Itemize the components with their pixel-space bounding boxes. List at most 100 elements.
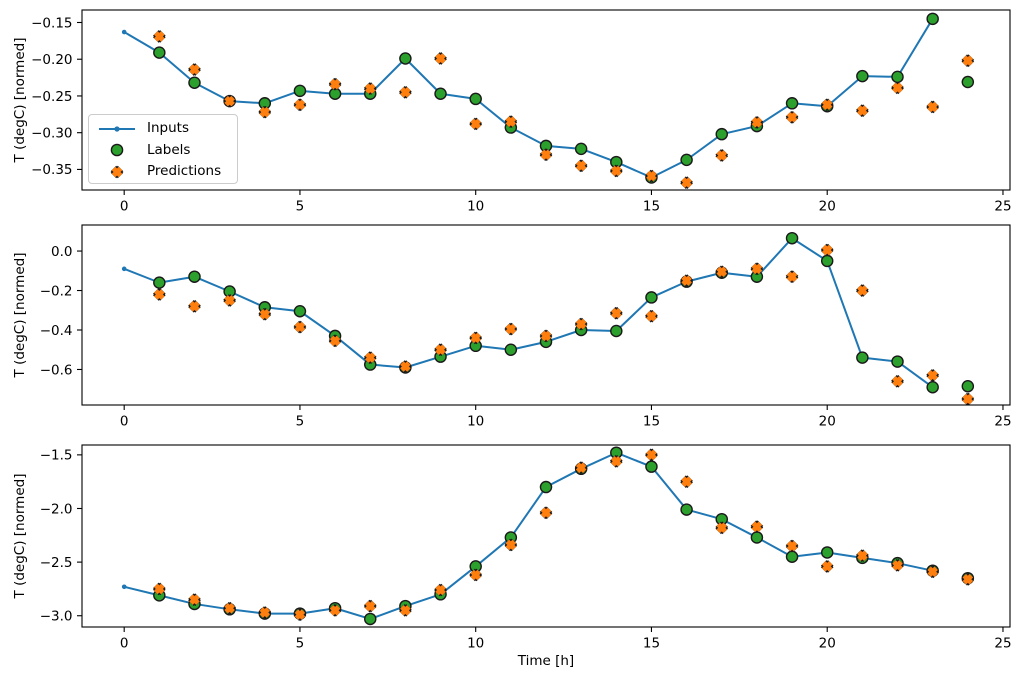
prediction-marker (750, 520, 764, 534)
prediction-marker (609, 454, 623, 468)
y-axis-title: T (degC) [normed] (12, 38, 28, 164)
prediction-marker (153, 582, 166, 596)
prediction-x-fill (329, 78, 341, 90)
prediction-marker (891, 559, 904, 572)
label-marker (750, 531, 764, 544)
prediction-x-fill (751, 117, 763, 128)
label-marker (715, 127, 729, 141)
prediction-x-fill (505, 116, 517, 127)
y-axis-title: T (degC) [normed] (12, 253, 28, 379)
prediction-marker (363, 599, 377, 613)
prediction-marker (539, 148, 553, 162)
x-tick-label: 20 (819, 636, 836, 652)
prediction-x-fill (927, 101, 938, 113)
inputs-polyline (123, 451, 933, 620)
legend: Inputs Labels Predictions (88, 114, 238, 184)
prediction-marker (961, 54, 975, 68)
x-axis-title: Time [h] (517, 653, 574, 669)
prediction-x-fill (540, 330, 552, 342)
x-tick-label: 25 (994, 636, 1011, 652)
prediction-marker (926, 100, 939, 114)
prediction-x-fill (224, 602, 235, 614)
prediction-marker (328, 77, 342, 91)
x-tick-label: 5 (296, 414, 305, 430)
labels-scatter (153, 231, 975, 394)
prediction-marker (399, 604, 412, 617)
x-tick-label: 10 (467, 636, 484, 652)
prediction-x-fill (259, 607, 271, 618)
prediction-x-fill (892, 376, 903, 387)
legend-label-predictions: Predictions (147, 163, 222, 179)
prediction-x-fill (962, 55, 974, 66)
prediction-x-fill (575, 462, 587, 474)
prediction-x-fill (681, 177, 692, 188)
prediction-x-fill (646, 310, 657, 322)
prediction-x-fill (435, 584, 446, 596)
prediction-marker (891, 375, 904, 388)
prediction-marker (258, 105, 272, 119)
prediction-marker (609, 164, 623, 178)
prediction-marker (469, 117, 483, 131)
labels-scatter (153, 446, 975, 626)
prediction-marker (785, 270, 799, 284)
labels-circle-glyph-icon (110, 143, 124, 157)
prediction-x-fill (540, 507, 552, 519)
x-tick-label: 15 (643, 414, 660, 430)
prediction-x-fill (224, 295, 235, 306)
label-marker (926, 380, 939, 394)
prediction-marker (645, 309, 658, 323)
prediction-marker (856, 549, 869, 562)
prediction-marker (258, 606, 272, 619)
prediction-x-fill (470, 332, 481, 344)
prediction-marker (399, 85, 412, 99)
legend-item-predictions: Predictions (89, 161, 237, 183)
subplot-0: 0 5 10 15 20 25 −0.15 −0.20 −0.25 −0.30 −0.35T (de… (12, 9, 1012, 215)
prediction-x-fill (505, 323, 517, 335)
y-tick-label: −0.4 (40, 323, 73, 339)
legend-item-labels: Labels (89, 140, 237, 162)
prediction-marker (820, 98, 834, 112)
y-tick-label: −0.35 (31, 162, 72, 178)
prediction-marker (258, 307, 272, 321)
label-marker (469, 92, 482, 106)
y-tick-label: −0.15 (31, 15, 72, 31)
prediction-marker (223, 294, 236, 307)
y-tick-label: −1.5 (40, 448, 73, 464)
prediction-marker (750, 262, 764, 276)
prediction-x-fill (259, 106, 271, 118)
prediction-marker (188, 300, 201, 313)
label-marker (153, 46, 166, 59)
prediction-marker (293, 320, 307, 334)
x-tick-label: 15 (643, 199, 660, 215)
prediction-x-fill (400, 87, 411, 98)
axes-frame (81, 224, 1011, 406)
x-tick-label: 20 (819, 199, 836, 215)
prediction-x-fill (716, 266, 728, 278)
x-tick-label: 20 (819, 414, 836, 430)
prediction-marker (504, 538, 518, 552)
legend-label-labels: Labels (147, 141, 191, 158)
label-marker (785, 550, 799, 564)
label-marker (891, 355, 904, 368)
subplot-1: 0 5 10 15 20 25 0.0 −0.2 −0.4 −0.6 T (degC) [norme… (12, 224, 1012, 430)
inputs-line (121, 450, 935, 622)
y-tick-label: −0.25 (31, 89, 72, 105)
x-tick-label: 15 (643, 636, 660, 652)
prediction-x-fill (681, 275, 692, 286)
prediction-marker (363, 351, 377, 364)
x-tick-label: 0 (120, 414, 129, 430)
prediction-x-fill (364, 83, 376, 94)
x-tick-label: 5 (296, 636, 305, 652)
y-tick-label: −0.30 (31, 125, 72, 141)
inputs-line (121, 16, 935, 180)
prediction-marker (820, 243, 834, 257)
prediction-marker (785, 539, 799, 553)
label-marker (293, 305, 307, 318)
prediction-marker (750, 116, 764, 129)
y-axis-title: T (degC) [normed] (12, 474, 28, 600)
labels-scatter (153, 12, 975, 184)
prediction-marker (961, 392, 975, 406)
x-tick-label: 25 (994, 199, 1011, 215)
prediction-x-fill (821, 99, 833, 111)
